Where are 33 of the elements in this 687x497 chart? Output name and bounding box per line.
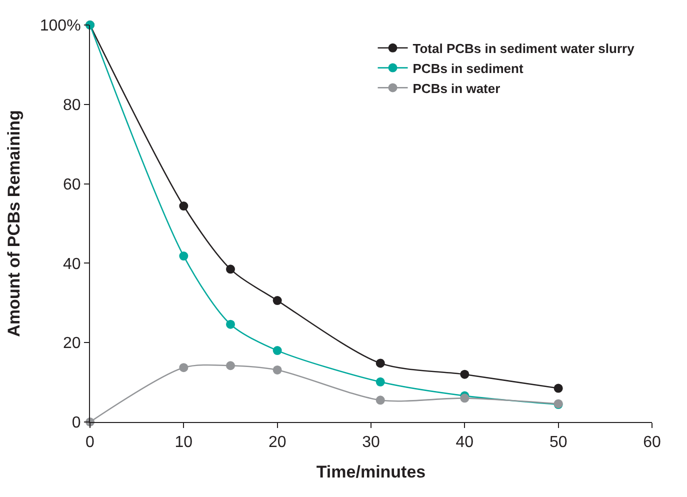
y-tick-label: 80 xyxy=(63,97,81,114)
point xyxy=(226,320,235,329)
point xyxy=(179,252,188,261)
x-tick-label: 50 xyxy=(549,434,568,452)
point xyxy=(179,202,188,211)
point xyxy=(272,346,282,356)
y-tick-label: 20 xyxy=(63,335,81,352)
x-tick-label: 20 xyxy=(268,434,286,452)
point xyxy=(376,377,385,386)
x-tick-label: 60 xyxy=(643,434,661,452)
point xyxy=(376,358,385,368)
x-tick-label: 30 xyxy=(362,434,380,452)
point xyxy=(272,296,282,306)
y-tick-label: 0 xyxy=(72,414,81,432)
point xyxy=(226,361,235,370)
point xyxy=(272,365,282,374)
y-tick-label: 60 xyxy=(63,176,81,194)
legend-label: PCBs in sediment xyxy=(412,60,524,76)
legend-label: Total PCBs in sediment water slurry xyxy=(412,40,636,56)
point xyxy=(554,384,563,393)
y-tick-label: 40 xyxy=(63,256,81,273)
point xyxy=(376,396,385,405)
point xyxy=(460,394,470,403)
y-axis-title: Amount of PCBs Remaining xyxy=(4,110,24,337)
legend-label: PCBs in water xyxy=(412,80,500,96)
x-tick-label: 10 xyxy=(174,434,193,452)
x-tick-label: 0 xyxy=(86,434,95,452)
point xyxy=(179,363,188,372)
point xyxy=(460,370,470,379)
x-tick-label: 40 xyxy=(456,434,474,452)
point xyxy=(226,264,235,274)
x-axis-title: Time/minutes xyxy=(316,462,426,482)
y-tick-label: 100% xyxy=(40,18,81,35)
